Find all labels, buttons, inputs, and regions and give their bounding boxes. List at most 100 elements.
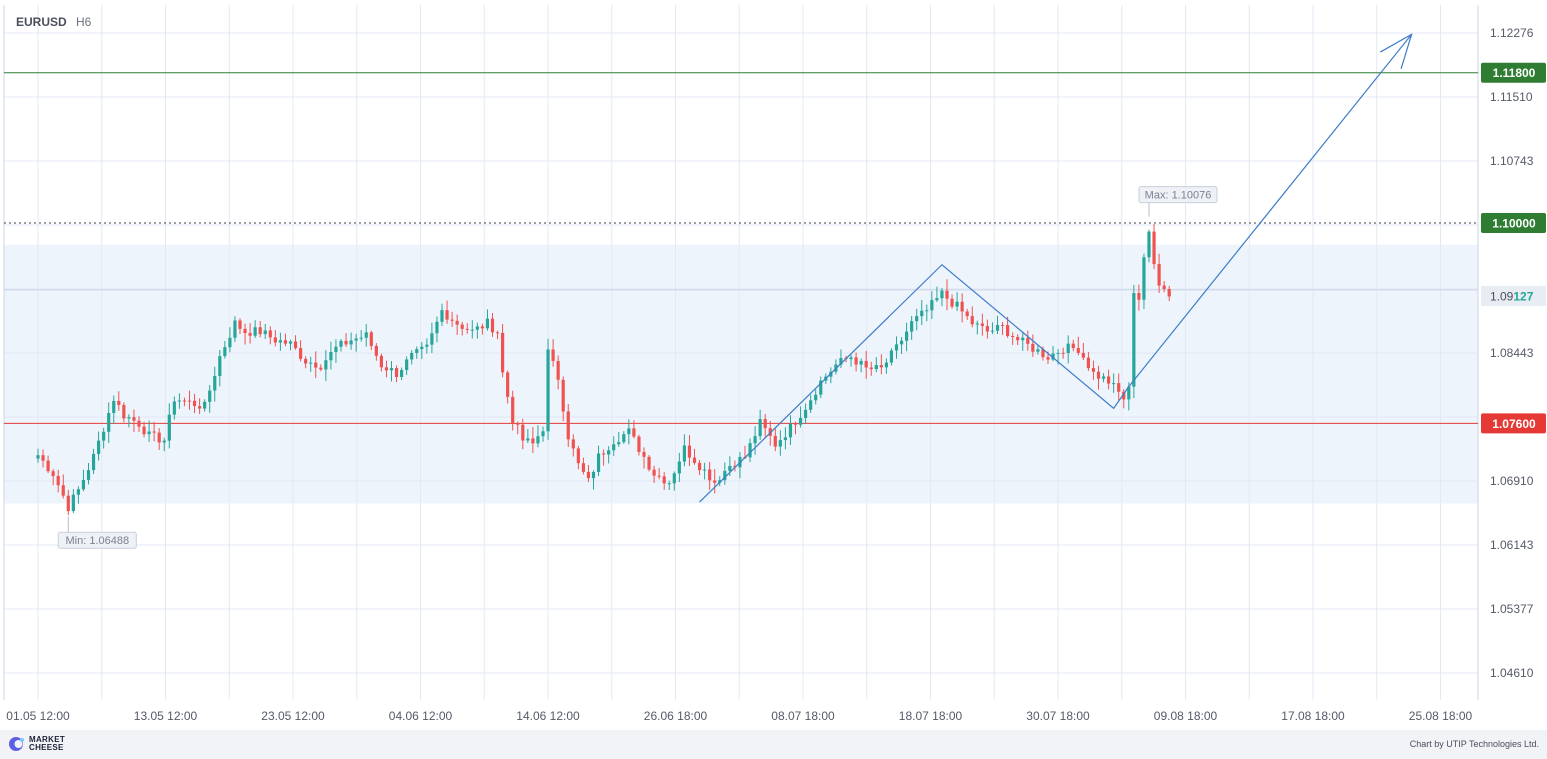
candle-body [556, 360, 560, 380]
candle-body [920, 310, 924, 317]
candle-body [1096, 371, 1101, 379]
candle-body [480, 326, 484, 329]
annotations: Max: 1.10076 Min: 1.06488 [57, 186, 1218, 549]
candle-body [263, 330, 267, 335]
candle-body [793, 423, 798, 425]
price-line-label: 1.11800 [1493, 66, 1536, 80]
candle-body [788, 423, 793, 438]
candle-body [1026, 337, 1030, 344]
candle-body [672, 473, 676, 484]
candle-body [1101, 376, 1106, 379]
candle-body [945, 290, 949, 299]
y-tick-label: 1.11510 [1490, 90, 1533, 104]
y-tick-label: 1.04610 [1490, 666, 1534, 680]
y-tick-label: 1.06143 [1490, 538, 1534, 552]
candle-body [617, 442, 621, 445]
candle-body [410, 352, 414, 360]
x-tick-label: 14.06 12:00 [516, 709, 580, 723]
candle-body [1152, 231, 1156, 265]
candle-body [127, 417, 131, 419]
y-tick-label: 1.12276 [1490, 26, 1534, 40]
candle-body [990, 330, 995, 332]
candle-body [152, 431, 156, 433]
candle-body [273, 337, 277, 343]
candle-body [198, 406, 202, 409]
candle-body [995, 324, 1000, 331]
candle-body [394, 368, 399, 377]
candle-body [354, 338, 358, 341]
candle-body [783, 437, 787, 441]
candle-body [56, 476, 60, 486]
brand-line-1: MARKET [29, 735, 66, 744]
candle-body [985, 325, 989, 332]
candle-body [187, 400, 192, 402]
candle-body [238, 320, 242, 329]
projection-arrow-head [1379, 33, 1413, 69]
candles [36, 224, 1171, 515]
candle-body [975, 323, 979, 325]
candle-body [905, 331, 909, 341]
candle-body [879, 365, 883, 368]
candle-body [884, 362, 888, 368]
candle-body [86, 470, 91, 480]
candle-body [253, 327, 257, 336]
candle-body [1147, 231, 1151, 258]
candle-body [495, 332, 500, 334]
candle-body [1011, 336, 1015, 338]
candle-body [91, 453, 96, 471]
candle-body [440, 310, 444, 322]
candle-body [430, 333, 434, 345]
candle-body [1162, 285, 1166, 290]
candle-body [804, 409, 808, 418]
x-tick-label: 23.05 12:00 [261, 709, 325, 723]
candle-body [869, 367, 873, 370]
candle-body [278, 340, 282, 343]
candle-body [61, 485, 65, 496]
candle-body [1021, 337, 1025, 341]
symbol-name: EURUSD [16, 15, 67, 29]
candle-body [304, 358, 308, 364]
candle-body [268, 330, 272, 338]
candle-body [213, 375, 217, 391]
candle-body [541, 431, 545, 437]
candle-body [389, 368, 394, 371]
candle-body [122, 404, 126, 419]
candle-body [516, 423, 520, 425]
candle-body [384, 367, 389, 371]
candle-body [470, 329, 474, 331]
candle-body [531, 438, 535, 444]
candle-body [76, 489, 80, 495]
candle-body [364, 332, 368, 338]
candle-body [915, 316, 919, 322]
candle-body [1031, 343, 1035, 352]
candle-body [1046, 357, 1050, 360]
candle-body [728, 465, 732, 471]
candle-body [233, 320, 237, 338]
candle-body [102, 431, 106, 441]
candle-body [1041, 349, 1045, 358]
candle-body [657, 475, 661, 477]
candle-body [66, 495, 70, 512]
x-tick-label: 17.08 18:00 [1281, 709, 1345, 723]
candle-body [293, 341, 298, 349]
candle-body [894, 344, 899, 351]
candle-body [460, 324, 464, 329]
candle-body [1137, 293, 1141, 300]
candle-body [970, 316, 974, 325]
footer-bar: MARKET CHEESE Chart by UTIP Technologies… [0, 730, 1547, 759]
candle-body [889, 350, 894, 363]
candle-body [379, 355, 383, 368]
candle-body [182, 400, 187, 402]
candle-body [374, 345, 378, 356]
price-line-badge [1481, 413, 1546, 434]
candle-body [81, 479, 86, 490]
brand-logo[interactable]: MARKET CHEESE [8, 736, 65, 752]
candle-body [359, 337, 363, 339]
candle-body [612, 444, 616, 451]
y-tick-label: 1.06910 [1490, 474, 1534, 488]
candle-body [682, 445, 686, 462]
x-tick-label: 09.08 18:00 [1154, 709, 1218, 723]
x-tick-label: 01.05 12:00 [6, 709, 70, 723]
candle-body [637, 436, 641, 452]
